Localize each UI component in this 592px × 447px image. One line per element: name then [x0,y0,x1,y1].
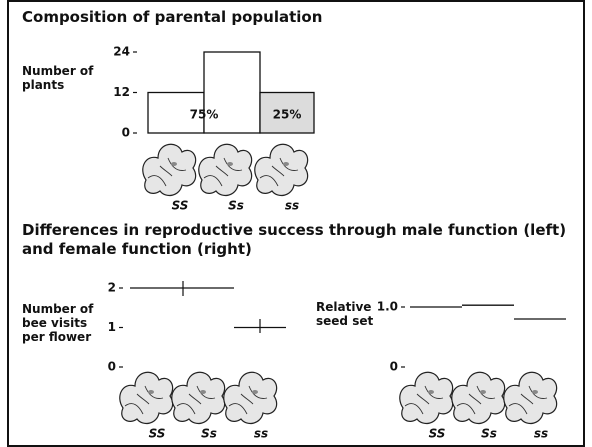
flower-spot [428,390,434,394]
category-label: SS [149,427,166,441]
flower-spot [283,162,289,166]
flower [255,144,308,195]
figure: 01224SSSsss75%25%012SSSsss01.0SSSsss Com… [0,0,592,447]
flower-petal [255,144,308,195]
category-label: Ss [201,427,217,441]
flower [400,372,453,423]
y-tick-label: 0 [390,360,398,374]
flower-petal [143,144,196,195]
flower-petal [120,372,173,423]
flower-petal [224,372,277,423]
category-label: ss [254,427,268,441]
flower-petal [400,372,453,423]
y-axis-label: Number of plants [22,64,102,92]
flower [504,372,557,423]
category-label: Ss [481,427,497,441]
flower [172,372,225,423]
flower-spot [200,390,206,394]
category-label: ss [285,199,299,213]
y-tick-label: 0 [108,360,116,374]
category-label: ss [534,427,548,441]
group-label: 75% [190,108,219,122]
flower-spot [532,390,538,394]
flower [120,372,173,423]
y-tick-label: 1 [108,320,116,334]
flower [199,144,252,195]
flower-spot [171,162,177,166]
category-label: SS [172,199,189,213]
flower-spot [148,390,154,394]
flower-spot [227,162,233,166]
flower-petal [452,372,505,423]
y-tick-label: 2 [108,281,116,295]
flower-petal [172,372,225,423]
flower-petal [199,144,252,195]
y-tick-label: 24 [113,45,130,59]
y-tick-label: 12 [113,85,130,99]
flower-spot [252,390,258,394]
category-label: SS [429,427,446,441]
flower [452,372,505,423]
flower [143,144,196,195]
flower [224,372,277,423]
chart-title: Differences in reproductive success thro… [22,221,572,259]
flower-spot [480,390,486,394]
y-tick-label: 0 [122,126,130,140]
y-axis-label: Relative seed set [316,300,386,328]
chart-title: Composition of parental population [22,8,322,27]
flower-petal [504,372,557,423]
y-axis-label: Number of bee visits per flower [22,302,102,344]
group-label: 25% [273,108,302,122]
category-label: Ss [228,199,244,213]
